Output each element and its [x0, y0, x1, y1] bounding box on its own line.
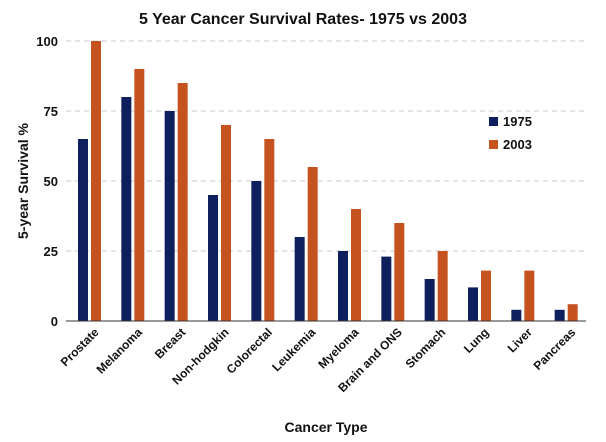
bar-2003-leukemia: [307, 167, 318, 321]
bar-1975-stomach: [424, 279, 435, 321]
bar-1975-leukemia: [294, 237, 305, 321]
legend-swatch-2003: [489, 140, 498, 149]
bar-2003-prostate: [91, 41, 101, 321]
category-label: Colorectal: [224, 325, 275, 376]
bar-1975-melanoma: [121, 97, 132, 321]
bars: [78, 41, 578, 321]
category-label: Stomach: [403, 325, 449, 371]
bar-2003-liver: [524, 270, 535, 321]
legend: 1975 2003: [489, 114, 532, 152]
grid-lines: [66, 40, 586, 252]
category-label: Prostate: [58, 325, 102, 369]
y-tick-label: 0: [51, 314, 58, 329]
y-axis-ticks: 0 25 50 75 100: [36, 34, 58, 329]
bar-1975-colorectal: [251, 181, 262, 321]
bar-1975-liver: [511, 309, 522, 321]
bar-1975-non-hodgkin: [208, 195, 218, 321]
category-label: Lung: [461, 325, 492, 356]
y-tick-label: 25: [44, 244, 58, 259]
y-tick-label: 75: [44, 104, 58, 119]
bar-2003-brain-and-ons: [394, 223, 405, 321]
category-label: Leukemia: [269, 325, 318, 374]
bar-2003-breast: [177, 83, 188, 321]
bar-2003-lung: [481, 270, 491, 321]
bar-1975-pancreas: [554, 309, 565, 321]
bar-1975-prostate: [78, 139, 88, 321]
bar-2003-stomach: [437, 251, 448, 321]
category-label: Pancreas: [531, 325, 579, 373]
chart-title: 5 Year Cancer Survival Rates- 1975 vs 20…: [139, 11, 467, 28]
bar-1975-brain-and-ons: [381, 256, 392, 321]
y-tick-label: 50: [44, 174, 58, 189]
bar-2003-colorectal: [264, 139, 275, 321]
category-label: Melanoma: [94, 325, 146, 377]
legend-label-1975: 1975: [503, 114, 532, 129]
y-tick-label: 100: [36, 34, 58, 49]
legend-label-2003: 2003: [503, 137, 532, 152]
y-axis-label: 5-year Survival %: [15, 122, 31, 239]
bar-2003-pancreas: [567, 304, 578, 321]
bar-2003-melanoma: [134, 69, 145, 321]
bar-2003-myeloma: [351, 209, 361, 321]
bar-1975-lung: [468, 287, 478, 321]
category-label: Breast: [152, 325, 188, 361]
category-label: Liver: [505, 325, 535, 355]
bar-2003-non-hodgkin: [221, 125, 231, 321]
legend-swatch-1975: [489, 117, 498, 126]
bar-1975-myeloma: [338, 251, 348, 321]
x-axis-label: Cancer Type: [285, 419, 368, 435]
bar-1975-breast: [164, 111, 175, 321]
